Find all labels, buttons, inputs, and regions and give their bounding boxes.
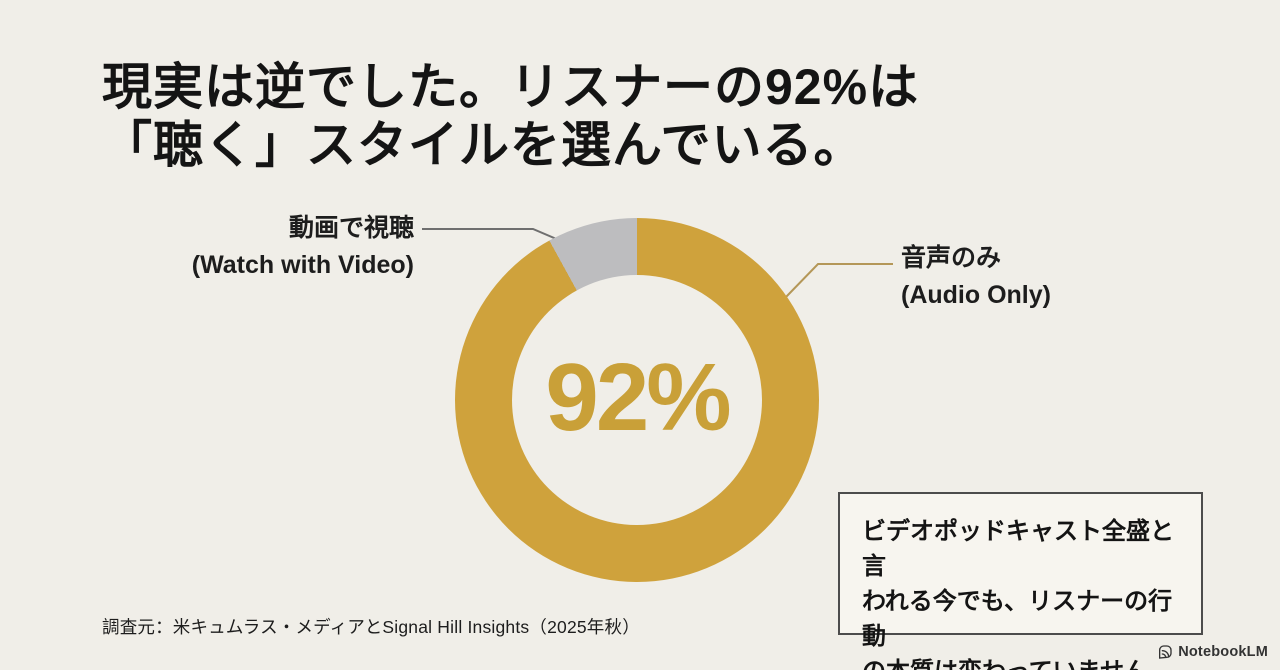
slice-label-audio-only: 音声のみ (Audio Only) <box>901 244 1051 309</box>
slide-title: 現実は逆でした。リスナーの92%は 「聴く」スタイルを選んでいる。 <box>102 59 920 173</box>
donut-center-value: 92% <box>545 344 731 451</box>
notebooklm-watermark: NotebookLM <box>1157 644 1268 660</box>
notebooklm-logo-text: NotebookLM <box>1178 644 1268 660</box>
notebooklm-logo-icon <box>1157 644 1173 660</box>
donut-chart: 92% <box>455 218 819 582</box>
donut-hole <box>512 275 762 525</box>
slice-label-watch-with-video: 動画で視聴 (Watch with Video) <box>191 214 414 279</box>
source-citation: 調査元：米キュムラス・メディアとSignal Hill Insights（202… <box>102 617 640 637</box>
insight-callout-box: ビデオポッドキャスト全盛と言 われる今でも、リスナーの行動 の本質は変わっていま… <box>838 492 1203 670</box>
